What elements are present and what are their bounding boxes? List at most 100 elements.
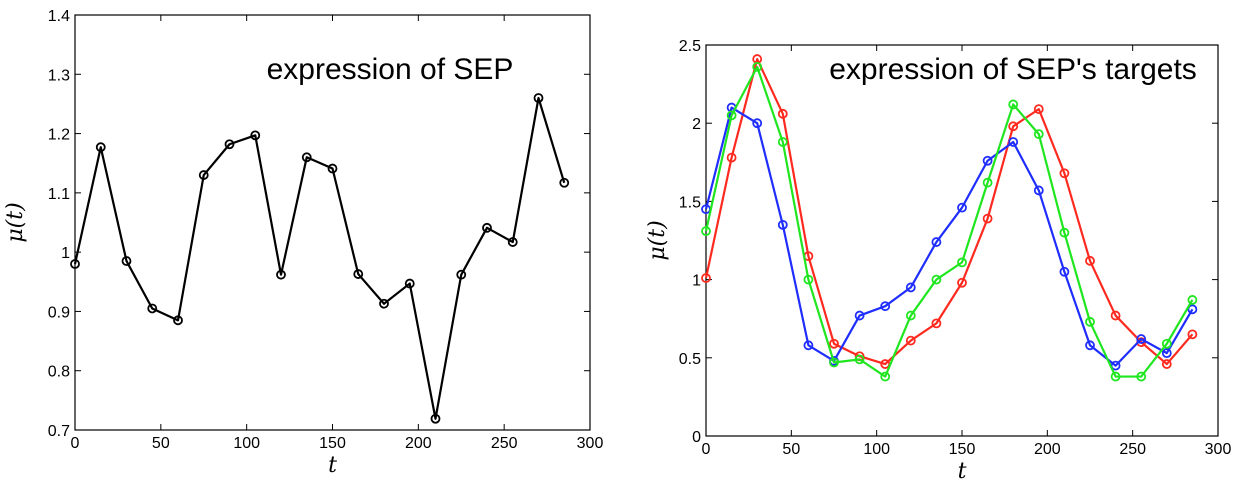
- data-point: [482, 222, 492, 233]
- data-point: [70, 259, 80, 269]
- data-point: [1008, 121, 1019, 132]
- data-point: [456, 269, 467, 280]
- data-point: [880, 371, 891, 382]
- y-axis-label: μ(t): [645, 220, 670, 260]
- y-tick-label: 1.2: [48, 127, 70, 144]
- data-point: [829, 338, 839, 349]
- data-point: [301, 152, 312, 163]
- series-line: [704, 65, 1194, 378]
- data-point: [777, 219, 788, 230]
- x-axis-label: t: [958, 459, 967, 483]
- data-point: [1085, 255, 1095, 266]
- y-tick-label: 0.8: [48, 364, 70, 381]
- x-axis-label: t: [328, 453, 337, 478]
- chart-title: expression of SEP's targets: [829, 53, 1197, 86]
- x-tick-label: 300: [1205, 441, 1232, 458]
- data-point: [224, 139, 235, 150]
- y-tick-label: 1.1: [48, 186, 70, 203]
- y-tick-label: 1.4: [48, 8, 70, 25]
- data-point: [327, 163, 338, 174]
- data-point: [803, 340, 814, 351]
- data-point: [854, 310, 865, 321]
- x-tick-label: 0: [702, 441, 711, 458]
- data-point: [1161, 359, 1172, 369]
- data-point: [931, 318, 942, 329]
- data-point: [198, 170, 209, 180]
- x-tick-label: 0: [71, 435, 80, 452]
- data-point: [1136, 371, 1147, 382]
- series-3: [701, 61, 1198, 382]
- data-point: [1187, 295, 1198, 305]
- data-point: [931, 274, 942, 285]
- data-point: [1033, 185, 1044, 196]
- x-tick-label: 100: [233, 435, 260, 452]
- y-tick-label: 0.7: [48, 423, 70, 440]
- series-line: [704, 57, 1194, 366]
- data-point: [854, 354, 865, 365]
- data-point: [1085, 316, 1095, 327]
- data-point: [777, 108, 788, 119]
- data-point: [931, 237, 942, 247]
- x-tick-label: 200: [1034, 441, 1061, 458]
- data-point: [803, 274, 814, 285]
- data-point: [173, 315, 183, 326]
- data-point: [1059, 266, 1070, 277]
- data-point: [982, 177, 993, 188]
- data-point: [1033, 104, 1044, 115]
- data-point: [701, 226, 711, 237]
- data-point: [95, 142, 106, 153]
- data-point: [1161, 338, 1172, 349]
- x-tick-label: 150: [319, 435, 346, 452]
- data-point: [250, 130, 261, 141]
- data-point: [1008, 137, 1019, 147]
- data-point: [1033, 129, 1044, 140]
- y-tick-label: 2: [692, 116, 701, 133]
- y-tick-label: 1.5: [679, 194, 701, 211]
- data-point: [276, 269, 286, 280]
- series-1: [70, 93, 570, 424]
- x-tick-label: 250: [1119, 441, 1146, 458]
- data-point: [905, 335, 916, 346]
- data-point: [1136, 334, 1147, 344]
- data-point: [507, 237, 518, 247]
- data-point: [121, 256, 132, 266]
- y-tick-label: 2.5: [679, 38, 701, 55]
- data-point: [957, 277, 967, 288]
- data-point: [1187, 329, 1198, 340]
- data-point: [1059, 168, 1070, 179]
- x-tick-label: 200: [405, 435, 432, 452]
- y-axis-label: μ(t): [3, 202, 28, 242]
- data-point: [1059, 227, 1070, 238]
- data-point: [147, 303, 158, 314]
- y-tick-label: 1: [692, 273, 701, 290]
- data-point: [559, 177, 570, 188]
- series-line: [704, 106, 1194, 367]
- data-point: [1187, 304, 1198, 315]
- chart-title: expression of SEP: [267, 53, 514, 86]
- data-point: [777, 137, 788, 147]
- data-point: [726, 110, 737, 121]
- data-point: [353, 269, 364, 279]
- data-point: [404, 278, 415, 289]
- x-tick-label: 50: [782, 441, 800, 458]
- data-point: [752, 61, 763, 72]
- y-tick-label: 0: [692, 429, 701, 446]
- data-point: [982, 155, 993, 166]
- x-tick-label: 150: [949, 441, 976, 458]
- y-tick-label: 0.5: [679, 351, 701, 368]
- series-1: [701, 54, 1198, 369]
- data-point: [430, 413, 441, 424]
- data-point: [1008, 99, 1019, 110]
- chart-2: 0 50 100 150 200 250 300 0 0.5 1 1.5 2 2.5 t μ(t) expre…: [645, 38, 1231, 483]
- chart-1: 0 50 100 150 200 250 300 0.7 0.8 0.9 1 1.1 1.2 1.3 1.4…: [3, 8, 603, 478]
- data-point: [957, 257, 967, 268]
- data-point: [701, 273, 711, 283]
- data-point: [880, 359, 891, 369]
- data-point: [1161, 348, 1172, 359]
- data-point: [1110, 371, 1121, 382]
- data-point: [379, 298, 389, 309]
- data-point: [829, 357, 839, 368]
- x-tick-label: 300: [577, 435, 604, 452]
- series-2: [701, 102, 1198, 371]
